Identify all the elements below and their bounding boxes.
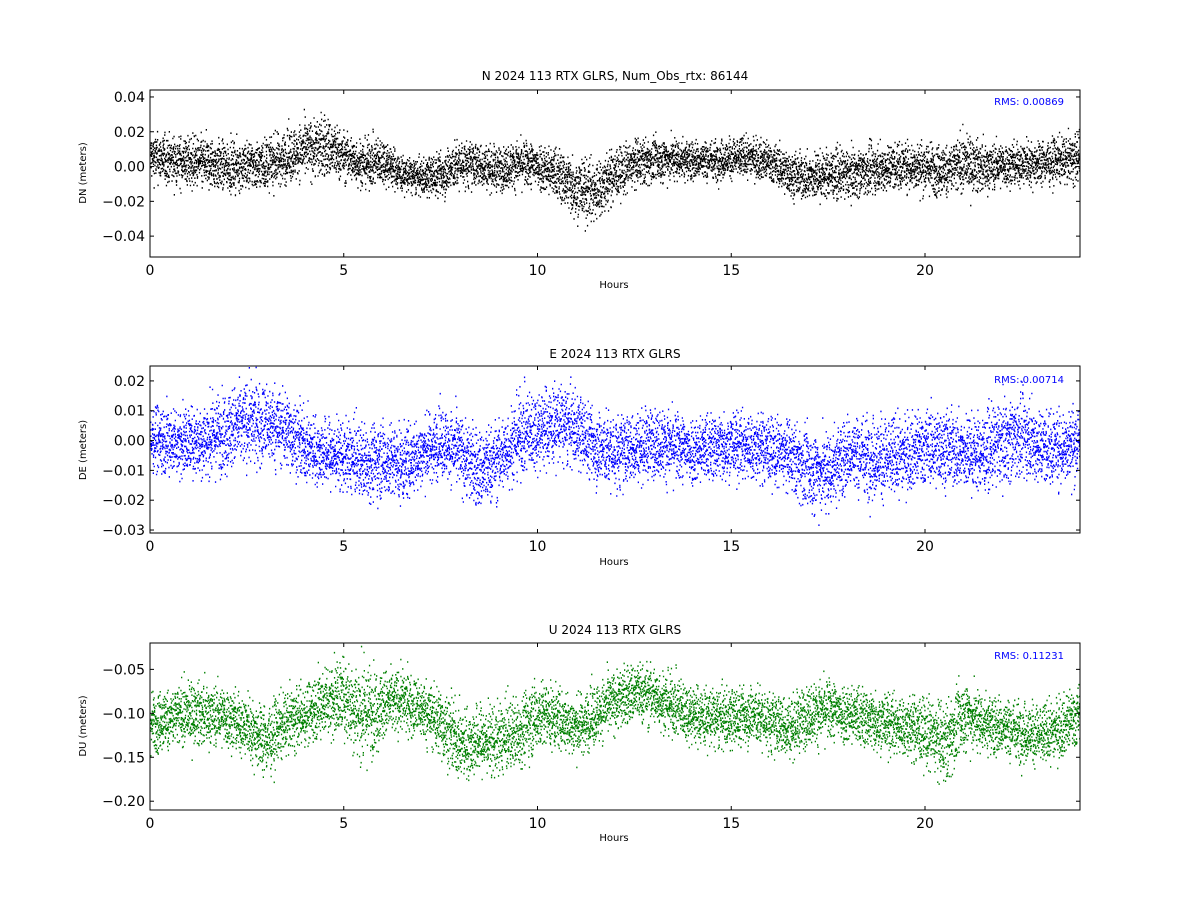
panel-e-x-tick-label: 10 [529, 539, 547, 555]
panel-n-x-tick-label: 15 [722, 263, 740, 279]
panel-n-y-tick-label: −0.02 [102, 194, 145, 210]
panel-n-title: N 2024 113 RTX GLRS, Num_Obs_rtx: 86144 [482, 69, 749, 83]
panel-e: E 2024 113 RTX GLRS 0 5 10 15 20 −0.03−0.02−… [78, 347, 1081, 568]
panel-u-x-tick-label: 15 [722, 816, 740, 832]
panel-n-x-tick-label: 20 [916, 263, 934, 279]
panel-e-y-tick-label: 0.02 [114, 374, 145, 390]
panel-e-y-ticks: −0.03 −0.02 −0.01 0.00 0.01 0.02 [102, 374, 1080, 539]
panel-e-x-ticks: 0 5 10 15 20 [146, 366, 934, 555]
panel-n: N 2024 113 RTX GLRS, Num_Obs_rtx: 86144 … [78, 69, 1081, 291]
panel-n-rms-annotation: RMS: 0.00869 [994, 97, 1064, 108]
panel-u-y-ticks: −0.05 −0.10 −0.15 −0.20 [102, 662, 1080, 810]
panel-u: U 2024 113 RTX GLRS 0 5 10 15 20 −0.05−0.10−… [78, 623, 1081, 844]
panel-u-x-tick-label: 10 [529, 816, 547, 832]
panel-n-y-ticks: −0.04 −0.02 0.00 0.02 0.04 [102, 90, 1080, 245]
panel-u-ylabel: DU (meters) [78, 695, 89, 756]
panel-n-plot-area [150, 108, 1080, 232]
panel-n-x-ticks: 0 5 10 15 20 [146, 90, 934, 279]
panel-e-y-tick-label: 0.01 [114, 404, 145, 420]
panel-e-x-tick-label: 15 [722, 539, 740, 555]
panel-n-y-tick-label: 0.04 [114, 90, 145, 106]
panel-n-x-tick-label: 5 [339, 263, 348, 279]
panel-u-rms-annotation: RMS: 0.11231 [994, 651, 1064, 662]
panel-u-scatter-points [150, 645, 1080, 785]
panel-e-ylabel: DE (meters) [78, 420, 89, 480]
panel-u-plot-area [150, 645, 1080, 785]
panel-u-y-tick-label: −0.05 [102, 662, 145, 678]
panel-e-frame [149, 365, 1081, 534]
panel-e-y-tick-label: 0.00 [114, 434, 145, 450]
panel-u-x-ticks: 0 5 10 15 20 [146, 643, 934, 832]
panel-n-y-tick-label: 0.00 [114, 160, 145, 176]
panel-u-x-tick-label: 0 [146, 816, 155, 832]
panel-u-y-tick-label: −0.10 [102, 706, 145, 722]
panel-u-y-tick-label: −0.20 [102, 794, 145, 810]
panel-e-xlabel: Hours [599, 557, 628, 568]
panel-n-y-tick-label: 0.02 [114, 125, 145, 141]
panel-u-y-tick-label: −0.15 [102, 750, 145, 766]
panel-e-rms-annotation: RMS: 0.00714 [994, 375, 1064, 386]
panel-n-ylabel: DN (meters) [78, 142, 89, 204]
panel-n-xlabel: Hours [599, 280, 628, 291]
panel-u-xlabel: Hours [599, 833, 628, 844]
panel-e-x-tick-label: 5 [339, 539, 348, 555]
panel-n-y-tick-label: −0.04 [102, 229, 145, 245]
panel-n-scatter-points [150, 108, 1080, 232]
panel-u-frame [149, 642, 1081, 811]
panel-n-x-tick-label: 0 [146, 263, 155, 279]
panel-e-title: E 2024 113 RTX GLRS [549, 347, 680, 361]
panel-e-y-tick-label: −0.01 [102, 463, 145, 479]
panel-u-title: U 2024 113 RTX GLRS [549, 623, 681, 637]
panel-e-x-tick-label: 20 [916, 539, 934, 555]
panel-e-y-tick-label: −0.03 [102, 523, 145, 539]
panel-n-frame [149, 89, 1081, 258]
panel-u-x-tick-label: 5 [339, 816, 348, 832]
panel-e-x-tick-label: 0 [146, 539, 155, 555]
panel-n-x-tick-label: 10 [529, 263, 547, 279]
panel-u-x-tick-label: 20 [916, 816, 934, 832]
panel-e-y-tick-label: −0.02 [102, 493, 145, 509]
